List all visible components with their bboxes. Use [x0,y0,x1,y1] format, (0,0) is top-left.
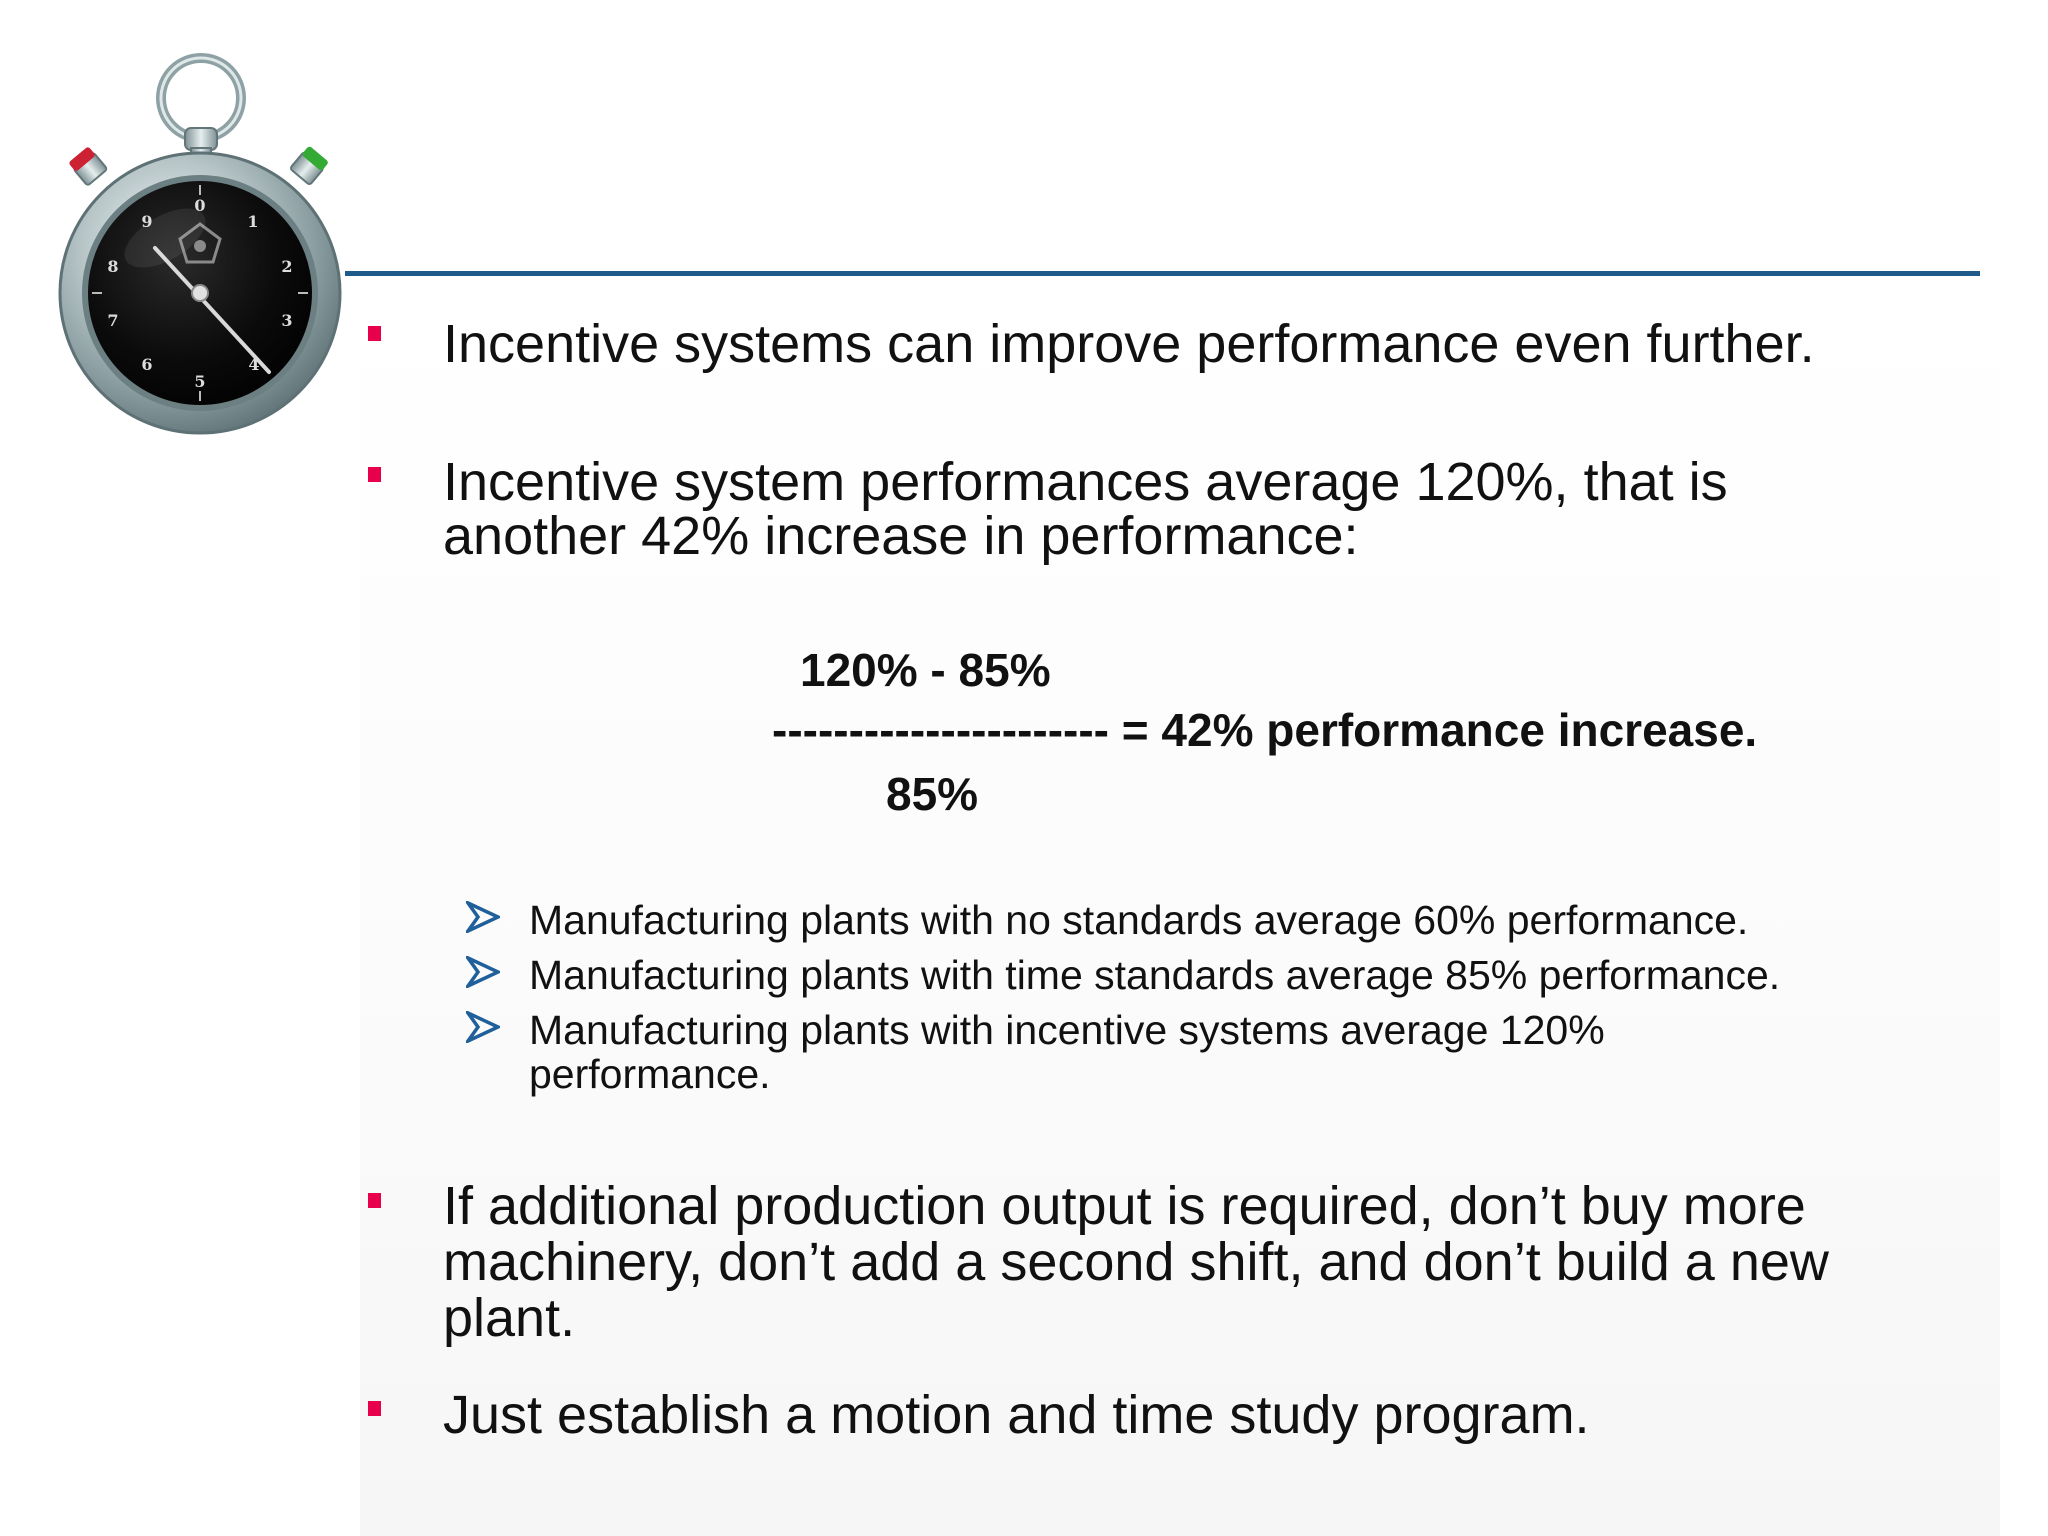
dial-number-2: 2 [281,257,292,276]
square-bullet-icon [368,326,381,341]
dial-number-3: 3 [281,311,292,330]
title-divider [345,271,1980,276]
dial-number-5: 5 [194,372,205,391]
dial-number-1: 1 [247,212,258,231]
sub-bullet-text-line: Manufacturing plants with incentive syst… [529,1007,1605,1053]
formula-fraction-line: ---------------------- = 42% performance… [772,704,1758,756]
dial-number-9: 9 [141,212,152,231]
bullet-text-line: machinery, don’t add a second shift, and… [443,1232,1829,1292]
bullet-text: Just establish a motion and time study p… [443,1385,1590,1445]
sub-bullet-text-line: performance. [529,1051,771,1097]
bullet-text-line: If additional production output is requi… [443,1176,1806,1236]
square-bullet-icon [368,1401,381,1416]
arrow-bullet-icon [466,901,500,933]
arrow-bullet-icon [466,956,500,988]
formula-numerator: 120% - 85% [800,644,1051,696]
sub-bullet-text: Manufacturing plants with no standards a… [529,897,1749,943]
bullet-text-line: another 42% increase in performance: [443,506,1359,566]
dial-number-6: 6 [141,355,152,374]
bullet-text-line: plant. [443,1288,576,1348]
sub-bullet-text: Manufacturing plants with time standards… [529,952,1781,998]
slide-background [360,300,2000,1536]
dial-number-8: 8 [107,257,118,276]
bullet-text-line: Incentive system performances average 12… [443,452,1728,512]
arrow-bullet-icon [466,1011,500,1043]
square-bullet-icon [368,1193,381,1208]
square-bullet-icon [368,467,381,482]
stopwatch-icon: 0 1 2 3 4 5 6 7 8 9 [58,53,342,435]
dial-number-0: 0 [194,196,205,215]
bullet-text: Incentive systems can improve performanc… [443,314,1815,374]
formula-denominator: 85% [886,768,979,820]
dial-number-7: 7 [107,311,118,330]
dial-number-4: 4 [248,355,259,374]
